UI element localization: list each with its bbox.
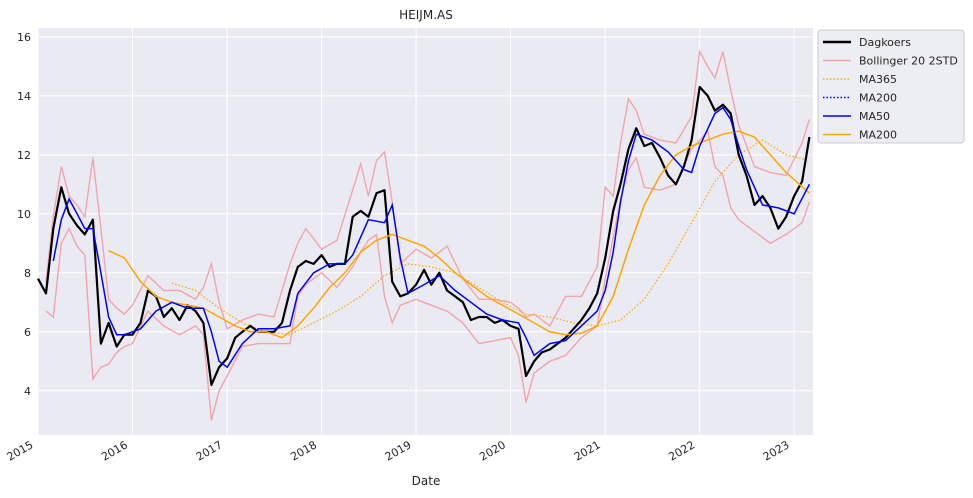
- x-tick-label: 2022: [666, 438, 697, 463]
- y-tick-label: 4: [24, 385, 31, 398]
- y-tick-label: 16: [17, 31, 31, 44]
- x-tick-label: 2018: [288, 438, 319, 463]
- x-tick-label: 2020: [477, 438, 508, 463]
- x-tick-label: 2016: [99, 438, 130, 463]
- legend-box: [817, 29, 965, 144]
- legend-label: Bollinger 20 2STD: [859, 55, 958, 68]
- x-tick-label: 2023: [761, 438, 792, 463]
- x-tick-label: 2017: [194, 438, 225, 463]
- x-tick-label: 2021: [572, 438, 603, 463]
- ma200-line: [108, 130, 810, 339]
- x-axis-ticks: 2015 2016 2017 2018 2019 2020 2021 2022 2023: [5, 438, 792, 463]
- bollinger-upper-line: [45, 49, 811, 330]
- y-tick-label: 6: [24, 326, 31, 339]
- ma365-layer: [171, 139, 810, 336]
- x-tick-label: 2015: [5, 438, 36, 463]
- chart-title: HEIJM.AS: [399, 8, 453, 22]
- y-tick-label: 10: [17, 208, 31, 221]
- price-layer: [37, 85, 811, 386]
- y-axis-ticks: 4 6 8 10 12 14 16: [17, 31, 31, 398]
- x-axis-label: Date: [412, 474, 441, 488]
- ma50-line: [52, 106, 811, 369]
- y-tick-label: 8: [24, 267, 31, 280]
- ma-layer: [52, 106, 811, 369]
- plot-area: [38, 28, 813, 435]
- grid: [37, 28, 813, 435]
- ma365-line: [171, 139, 810, 336]
- legend-label: MA365: [859, 73, 897, 86]
- legend-label: Dagkoers: [859, 36, 911, 49]
- y-tick-label: 14: [17, 90, 31, 103]
- x-tick-label: 2019: [383, 438, 414, 463]
- legend-label: MA50: [859, 110, 890, 123]
- legend-label: MA200: [859, 129, 897, 142]
- legend-label: MA200: [859, 92, 897, 105]
- legend: Dagkoers Bollinger 20 2STD MA365 MA200 MA50 M…: [817, 29, 965, 144]
- y-tick-label: 12: [17, 149, 31, 162]
- price-line: [37, 85, 811, 386]
